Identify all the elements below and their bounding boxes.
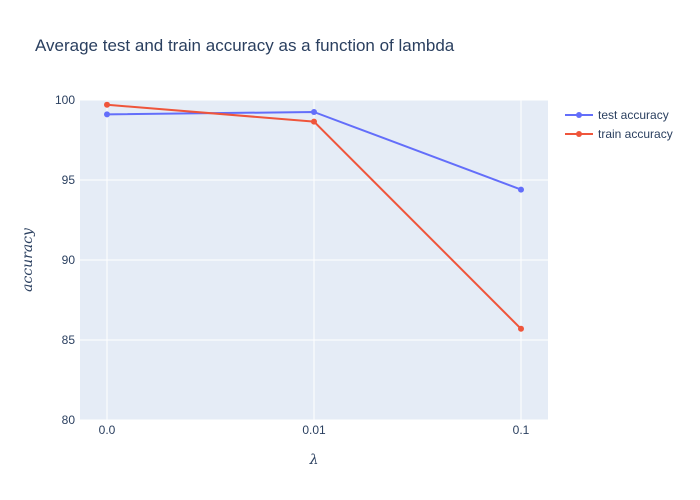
y-tick-label: 95 (62, 173, 76, 187)
series-layer (104, 101, 524, 332)
y-axis-title: accuracy (20, 227, 36, 292)
y-tick-label: 90 (62, 253, 76, 267)
y-tick-label: 100 (55, 93, 75, 107)
chart-title: Average test and train accuracy as a fun… (35, 36, 455, 55)
legend[interactable]: test accuracy train accuracy (565, 108, 673, 141)
x-axis-ticks: 0.0 0.01 0.1 (99, 423, 530, 437)
legend-marker (576, 131, 582, 137)
legend-item[interactable]: test accuracy (565, 108, 669, 122)
y-axis-ticks: 80 85 90 95 100 (55, 93, 75, 427)
y-tick-label: 80 (62, 413, 76, 427)
grid (80, 99, 548, 421)
x-tick-label: 0.1 (513, 423, 530, 437)
data-point (518, 186, 524, 193)
legend-item[interactable]: train accuracy (565, 127, 673, 141)
data-point (104, 111, 110, 118)
data-point (311, 118, 317, 125)
legend-label: test accuracy (598, 108, 669, 122)
series-train-accuracy (104, 101, 524, 332)
series-test-accuracy (104, 109, 524, 193)
y-tick-label: 85 (62, 333, 76, 347)
x-tick-label: 0.01 (302, 423, 326, 437)
x-axis-title: λ (309, 452, 319, 468)
x-tick-label: 0.0 (99, 423, 116, 437)
legend-marker (576, 112, 582, 118)
data-point (104, 101, 110, 108)
legend-label: train accuracy (598, 127, 673, 141)
data-point (311, 109, 317, 115)
data-point (518, 325, 524, 332)
